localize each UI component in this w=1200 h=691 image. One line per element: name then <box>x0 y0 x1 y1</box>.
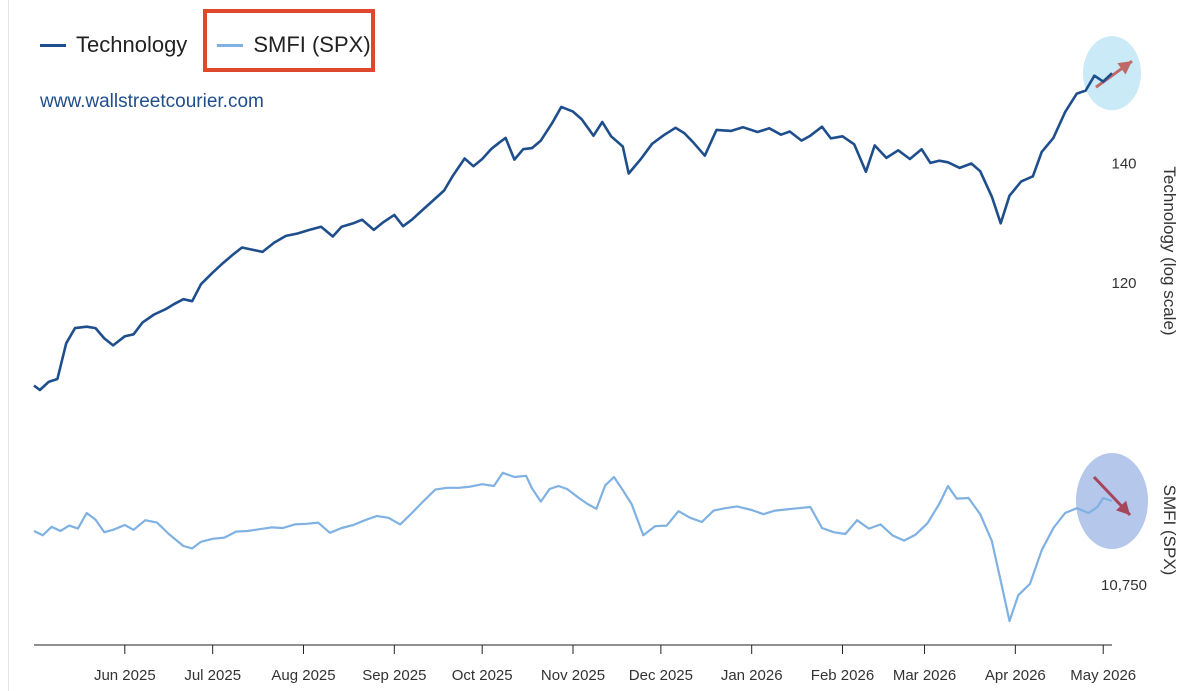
y-axis-title-technology: Technology (log scale) <box>1160 166 1179 335</box>
y-tick-label: 140 <box>1111 155 1136 172</box>
x-tick-label: Oct 2025 <box>452 667 513 684</box>
x-axis-ticks: Jun 2025 Jul 2025 Aug 2025 Sep 2025 Oct 2025… <box>94 645 1136 684</box>
left-border <box>8 0 9 691</box>
arrow-head-icon <box>1117 61 1132 75</box>
x-tick-label: Jan 2026 <box>721 667 783 684</box>
x-tick-label: Sep 2025 <box>362 667 426 684</box>
annotations <box>1076 36 1148 549</box>
x-tick-label: Jun 2025 <box>94 667 156 684</box>
x-tick-label: Nov 2025 <box>541 667 605 684</box>
legend-highlight-box <box>203 9 375 72</box>
highlight-circle-technology <box>1083 36 1141 111</box>
x-tick-label: Mar 2026 <box>893 667 956 684</box>
arrow-head-icon <box>1115 500 1130 515</box>
legend-label-technology: Technology <box>76 32 188 57</box>
legend: Technology SMFI (SPX) <box>40 30 371 60</box>
series-lines <box>33 72 1113 623</box>
legend-label-smfi: SMFI (SPX) <box>253 32 371 57</box>
y-tick-label: 10,750 <box>1101 577 1147 594</box>
legend-swatch-technology <box>40 43 66 47</box>
y-axis-ticks: 120 140 10,750 <box>1101 155 1147 594</box>
x-tick-label: Dec 2025 <box>629 667 693 684</box>
y-tick-label: 120 <box>1111 275 1136 292</box>
x-tick-label: Apr 2026 <box>985 667 1046 684</box>
watermark-url: www.wallstreetcourier.com <box>40 91 264 112</box>
legend-item-smfi[interactable]: SMFI (SPX) <box>217 32 371 58</box>
legend-swatch-smfi <box>217 43 244 47</box>
x-tick-label: Aug 2025 <box>271 667 335 684</box>
legend-item-technology[interactable]: Technology <box>40 32 187 58</box>
x-tick-label: Jul 2025 <box>184 667 241 684</box>
x-tick-label: May 2026 <box>1070 667 1136 684</box>
series-line-technology <box>33 72 1113 392</box>
series-line-smfi <box>33 471 1113 623</box>
x-tick-label: Feb 2026 <box>811 667 874 684</box>
y-axis-title-smfi: SMFI (SPX) <box>1160 485 1179 576</box>
